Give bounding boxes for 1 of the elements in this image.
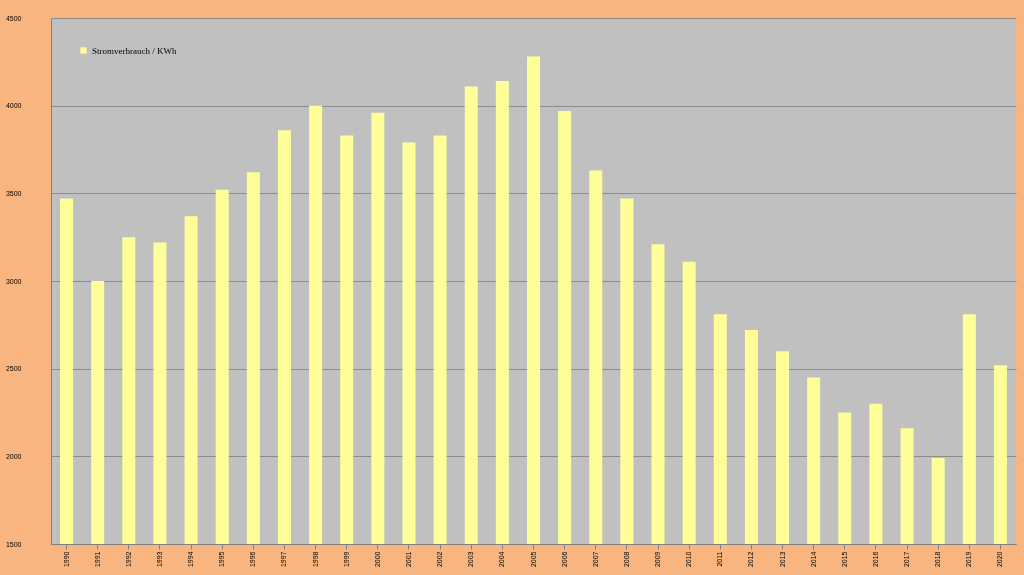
legend-label: Stromverbrauch / KWh (92, 45, 177, 56)
